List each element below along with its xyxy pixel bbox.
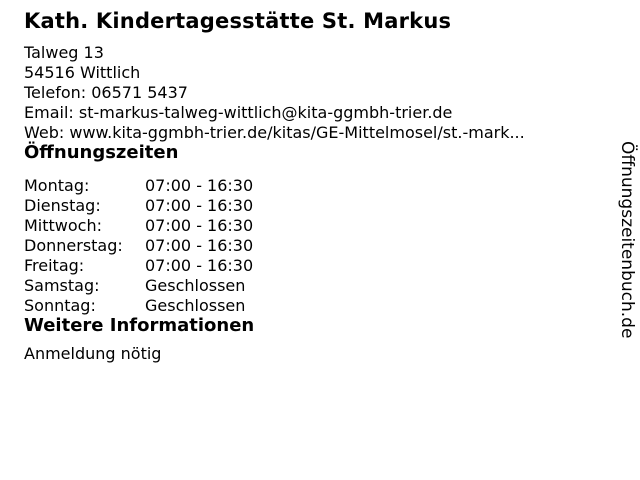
time-value: 07:00 - 16:30 bbox=[145, 256, 254, 275]
time-value: 07:00 - 16:30 bbox=[145, 196, 254, 215]
time-value: 07:00 - 16:30 bbox=[145, 176, 254, 195]
more-info-heading: Weitere Informationen bbox=[24, 315, 255, 336]
watermark-vertical-text: Öffnungszeitenbuch.de bbox=[617, 141, 637, 339]
day-label: Dienstag: bbox=[24, 196, 101, 215]
time-value: Geschlossen bbox=[145, 296, 246, 315]
day-label: Sonntag: bbox=[24, 296, 96, 315]
email-line: Email: st-markus-talweg-wittlich@kita-gg… bbox=[24, 103, 453, 122]
day-label: Mittwoch: bbox=[24, 216, 102, 235]
time-value: 07:00 - 16:30 bbox=[145, 236, 254, 255]
business-info-page: Kath. Kindertagesstätte St. Markus Talwe… bbox=[24, 9, 596, 363]
phone-line: Telefon: 06571 5437 bbox=[24, 83, 188, 102]
address-city: 54516 Wittlich bbox=[24, 63, 141, 82]
opening-hours-row: Donnerstag: 07:00 - 16:30 bbox=[24, 236, 596, 256]
day-label: Montag: bbox=[24, 176, 90, 195]
opening-hours-row: Dienstag: 07:00 - 16:30 bbox=[24, 196, 596, 216]
web-line: Web: www.kita-ggmbh-trier.de/kitas/GE-Mi… bbox=[24, 123, 525, 142]
opening-hours-row: Montag: 07:00 - 16:30 bbox=[24, 176, 596, 196]
time-value: Geschlossen bbox=[145, 276, 246, 295]
page-title: Kath. Kindertagesstätte St. Markus bbox=[24, 9, 452, 33]
opening-hours-row: Freitag: 07:00 - 16:30 bbox=[24, 256, 596, 276]
day-label: Freitag: bbox=[24, 256, 85, 275]
more-info-note: Anmeldung nötig bbox=[24, 344, 162, 363]
day-label: Donnerstag: bbox=[24, 236, 123, 255]
contact-block: Talweg 13 54516 Wittlich Telefon: 06571 … bbox=[24, 43, 596, 143]
opening-hours-table: Montag: 07:00 - 16:30 Dienstag: 07:00 - … bbox=[24, 176, 596, 316]
day-label: Samstag: bbox=[24, 276, 100, 295]
opening-hours-row: Sonntag: Geschlossen bbox=[24, 296, 596, 316]
time-value: 07:00 - 16:30 bbox=[145, 216, 254, 235]
opening-hours-row: Mittwoch: 07:00 - 16:30 bbox=[24, 216, 596, 236]
address-street: Talweg 13 bbox=[24, 43, 104, 62]
opening-hours-heading: Öffnungszeiten bbox=[24, 142, 179, 163]
opening-hours-row: Samstag: Geschlossen bbox=[24, 276, 596, 296]
